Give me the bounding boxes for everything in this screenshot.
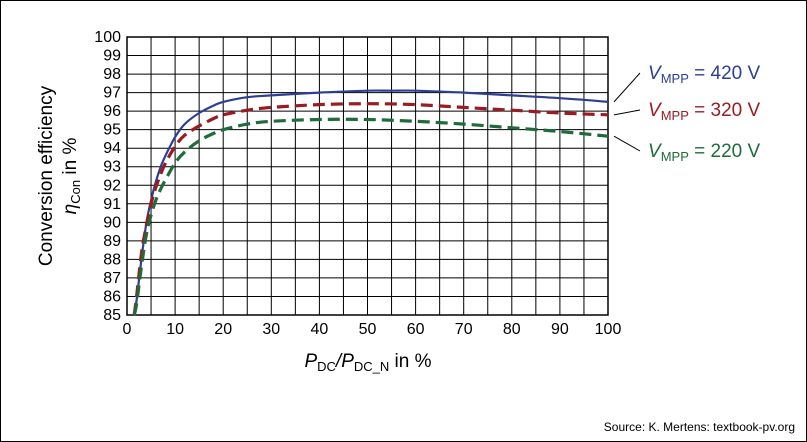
legend-leader-line (613, 109, 641, 116)
y-tick-label: 97 (103, 85, 121, 102)
legend: VMPP = 420 V VMPP = 320 V VMPP = 220 V (613, 63, 760, 164)
y-tick-label: 93 (103, 159, 121, 176)
x-tick-label: 60 (407, 321, 425, 338)
y-axis-label-line2: ηCon in % (60, 138, 83, 215)
y-tick-label: 100 (94, 29, 121, 46)
x-tick-label: 80 (503, 321, 521, 338)
x-tick-label: 50 (359, 321, 377, 338)
y-tick-label: 89 (103, 233, 121, 250)
x-tick-label: 10 (166, 321, 184, 338)
y-tick-label: 85 (103, 307, 121, 324)
y-tick-label: 92 (103, 177, 121, 194)
legend-leader-line (613, 135, 641, 152)
x-tick-label: 90 (551, 321, 569, 338)
legend-leader-line (613, 72, 641, 103)
series-line-3 (132, 117, 609, 316)
y-tick-label: 98 (103, 66, 121, 83)
y-tick-label: 87 (103, 270, 121, 287)
series-line-1 (133, 89, 609, 316)
plot-border (126, 36, 609, 316)
x-tick-label: 100 (595, 321, 622, 338)
x-tick-label: 0 (123, 321, 132, 338)
y-tick-label: 94 (103, 140, 121, 157)
series-line-2 (132, 102, 609, 316)
grid (126, 36, 609, 316)
y-tick-label: 88 (103, 251, 121, 268)
series-lines (132, 89, 609, 316)
y-tick-label: 95 (103, 122, 121, 139)
y-tick-label: 86 (103, 288, 121, 305)
x-tick-label: 40 (311, 321, 329, 338)
legend-label: VMPP = 220 V (648, 141, 760, 164)
x-tick-labels: 0 10 20 30 40 50 60 70 80 90 100 (123, 321, 622, 338)
x-tick-label: 30 (262, 321, 280, 338)
legend-label: VMPP = 320 V (648, 100, 760, 123)
y-tick-label: 96 (103, 103, 121, 120)
x-tick-label: 70 (455, 321, 473, 338)
y-tick-label: 90 (103, 214, 121, 231)
x-tick-label: 20 (214, 321, 232, 338)
x-axis-label: PDC/PDC_N in % (304, 351, 431, 374)
y-axis-label-line1: Conversion efficiency (36, 85, 57, 266)
legend-label: VMPP = 420 V (648, 63, 760, 86)
source-credit: Source: K. Mertens: textbook-pv.org (604, 420, 795, 434)
y-tick-label: 99 (103, 48, 121, 65)
y-tick-label: 91 (103, 196, 121, 213)
